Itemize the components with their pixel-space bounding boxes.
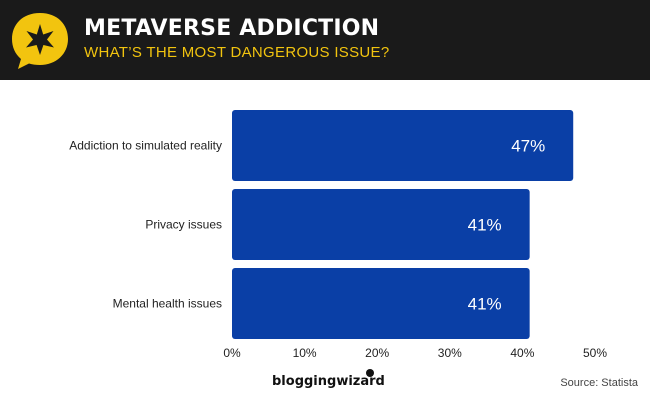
bar-value-label-2: 41%: [468, 216, 502, 235]
x-tick-label-4: 30%: [438, 346, 462, 360]
x-tick-label-5: 40%: [510, 346, 534, 360]
brand-logo-dot: [366, 369, 374, 377]
brand-logo: bloggingwizard: [272, 374, 385, 389]
x-tick-label-2: 10%: [293, 346, 317, 360]
bar-chart: 47% Addiction to simulated reality 41% Priv…: [69, 110, 607, 360]
category-label-2: Privacy issues: [145, 218, 222, 232]
bar-3: [232, 268, 530, 339]
bar-value-label-3: 41%: [468, 295, 502, 314]
source-note: Source: Statista: [560, 377, 638, 389]
x-tick-label-6: 50%: [583, 346, 607, 360]
star-speech-bubble-icon: [12, 13, 68, 69]
bar-2: [232, 189, 530, 260]
header-banner: METAVERSE ADDICTION WHAT’S THE MOST DANG…: [0, 0, 650, 80]
x-tick-label-3: 20%: [365, 346, 389, 360]
bar-value-label-1: 47%: [511, 137, 545, 156]
category-label-3: Mental health issues: [113, 297, 222, 311]
category-label-1: Addiction to simulated reality: [69, 139, 222, 153]
bar-1: [232, 110, 574, 181]
chart-subtitle: WHAT’S THE MOST DANGEROUS ISSUE?: [84, 44, 390, 61]
x-tick-label-1: 0%: [223, 346, 241, 360]
chart-title: METAVERSE ADDICTION: [84, 16, 380, 41]
